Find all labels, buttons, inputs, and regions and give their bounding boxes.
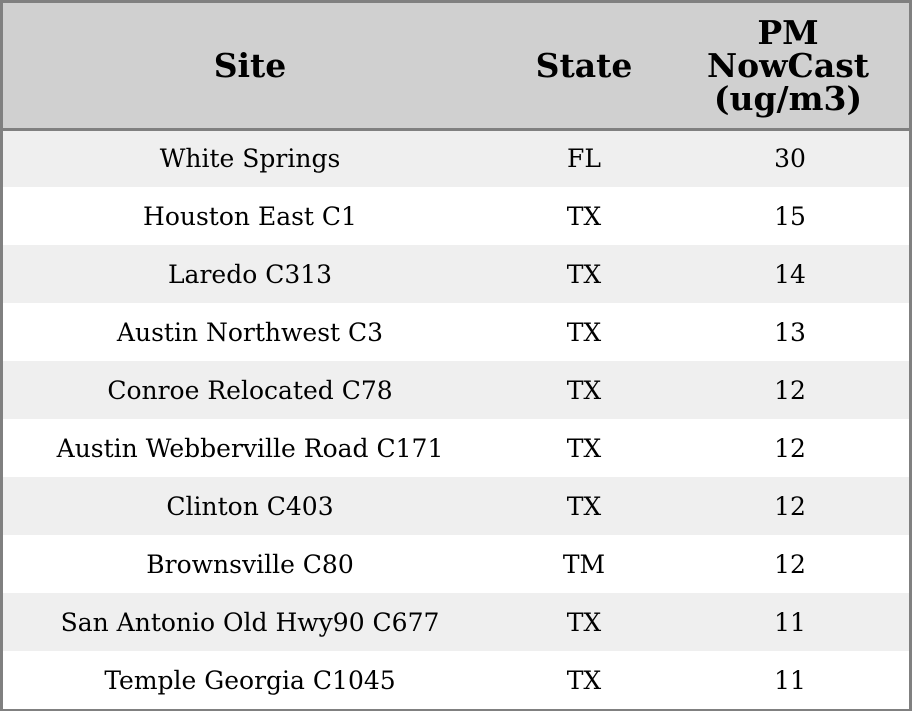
cell-state: TX (566, 433, 602, 463)
cell-state: TX (566, 665, 602, 695)
cell-state: TX (566, 259, 602, 289)
cell-pm-nowcast: 30 (774, 144, 806, 174)
cell-state: TX (566, 201, 602, 231)
cell-site: Temple Georgia C1045 (104, 665, 396, 695)
cell-site: San Antonio Old Hwy90 C677 (60, 607, 440, 637)
table-row: White Springs FL 30 (3, 129, 909, 187)
table-body: White Springs FL 30 Houston East C1 TX 15 Lare… (3, 129, 909, 709)
column-header-site: Site (3, 3, 497, 131)
cell-site: Brownsville C80 (146, 549, 354, 579)
cell-state: TX (566, 491, 602, 521)
cell-state: TM (562, 549, 606, 579)
table-row: Austin Northwest C3 TX 13 (3, 303, 909, 361)
cell-site: Austin Northwest C3 (116, 317, 384, 347)
column-header-pm-nowcast: PM NowCast (ug/m3) (671, 3, 909, 131)
cell-pm-nowcast: 11 (774, 607, 806, 637)
cell-site: Austin Webberville Road C171 (56, 433, 444, 463)
table-row: Austin Webberville Road C171 TX 12 (3, 419, 909, 477)
table-row: San Antonio Old Hwy90 C677 TX 11 (3, 593, 909, 651)
table-row: Temple Georgia C1045 TX 11 (3, 651, 909, 709)
cell-site: Conroe Relocated C78 (107, 375, 393, 405)
cell-site: Laredo C313 (167, 259, 333, 289)
cell-pm-nowcast: 12 (774, 549, 806, 579)
cell-site: Houston East C1 (143, 201, 357, 231)
header-line: (ug/m3) (713, 78, 863, 118)
cell-pm-nowcast: 15 (774, 201, 806, 231)
cell-state: TX (566, 375, 602, 405)
table-row: Laredo C313 TX 14 (3, 245, 909, 303)
table-row: Houston East C1 TX 15 (3, 187, 909, 245)
cell-pm-nowcast: 11 (774, 665, 806, 695)
cell-state: TX (566, 607, 602, 637)
cell-pm-nowcast: 12 (774, 491, 806, 521)
table-row: Brownsville C80 TM 12 (3, 535, 909, 593)
cell-site: Clinton C403 (166, 491, 334, 521)
pm-nowcast-table: Site State PM NowCast (ug/m3) White Spri… (3, 3, 909, 709)
cell-pm-nowcast: 12 (774, 375, 806, 405)
cell-state: FL (567, 144, 601, 174)
cell-site: White Springs (159, 144, 341, 174)
table-row: Conroe Relocated C78 TX 12 (3, 361, 909, 419)
header-line: PM (757, 12, 819, 52)
cell-pm-nowcast: 12 (774, 433, 806, 463)
header-line: NowCast (706, 45, 870, 85)
cell-state: TX (566, 317, 602, 347)
table-header-row: Site State PM NowCast (ug/m3) (3, 3, 909, 131)
cell-pm-nowcast: 14 (774, 259, 806, 289)
table-row: Clinton C403 TX 12 (3, 477, 909, 535)
header-line: State (535, 45, 633, 85)
column-header-state: State (497, 3, 671, 131)
header-line: Site (213, 45, 287, 85)
cell-pm-nowcast: 13 (774, 317, 806, 347)
